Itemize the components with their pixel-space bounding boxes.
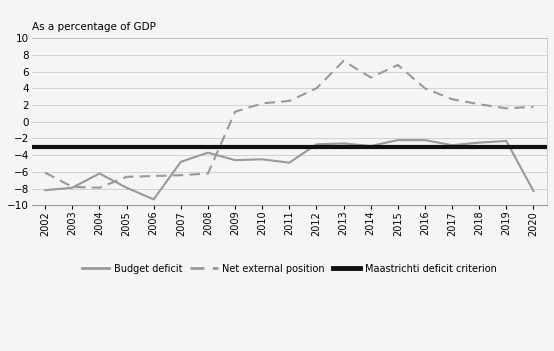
Net external position (530, 105, 537, 109)
Net external position (394, 63, 401, 67)
Text: As a percentage of GDP: As a percentage of GDP (32, 22, 156, 32)
Net external position (42, 171, 49, 175)
Net external position (503, 106, 510, 111)
Line: Budget deficit: Budget deficit (45, 140, 534, 199)
Net external position (96, 186, 102, 190)
Budget deficit (123, 186, 130, 190)
Net external position (476, 102, 483, 106)
Budget deficit (422, 138, 428, 142)
Budget deficit (259, 157, 265, 161)
Budget deficit (476, 140, 483, 145)
Budget deficit (69, 186, 75, 190)
Net external position (286, 99, 293, 103)
Budget deficit (503, 139, 510, 143)
Net external position (150, 174, 157, 178)
Net external position (69, 185, 75, 189)
Net external position (123, 175, 130, 179)
Budget deficit (177, 160, 184, 164)
Budget deficit (286, 160, 293, 165)
Net external position (177, 173, 184, 177)
Budget deficit (394, 138, 401, 142)
Budget deficit (150, 197, 157, 201)
Budget deficit (313, 142, 320, 146)
Budget deficit (449, 143, 455, 147)
Budget deficit (340, 141, 347, 146)
Net external position (313, 86, 320, 91)
Budget deficit (530, 189, 537, 193)
Budget deficit (204, 151, 211, 155)
Net external position (232, 110, 238, 114)
Line: Net external position: Net external position (45, 61, 534, 188)
Net external position (422, 86, 428, 91)
Net external position (367, 75, 374, 80)
Net external position (340, 59, 347, 63)
Net external position (449, 97, 455, 101)
Legend: Budget deficit, Net external position, Maastrichti deficit criterion: Budget deficit, Net external position, M… (78, 260, 501, 278)
Budget deficit (232, 158, 238, 162)
Net external position (259, 101, 265, 106)
Budget deficit (367, 144, 374, 148)
Budget deficit (42, 188, 49, 192)
Budget deficit (96, 171, 102, 176)
Net external position (204, 171, 211, 176)
